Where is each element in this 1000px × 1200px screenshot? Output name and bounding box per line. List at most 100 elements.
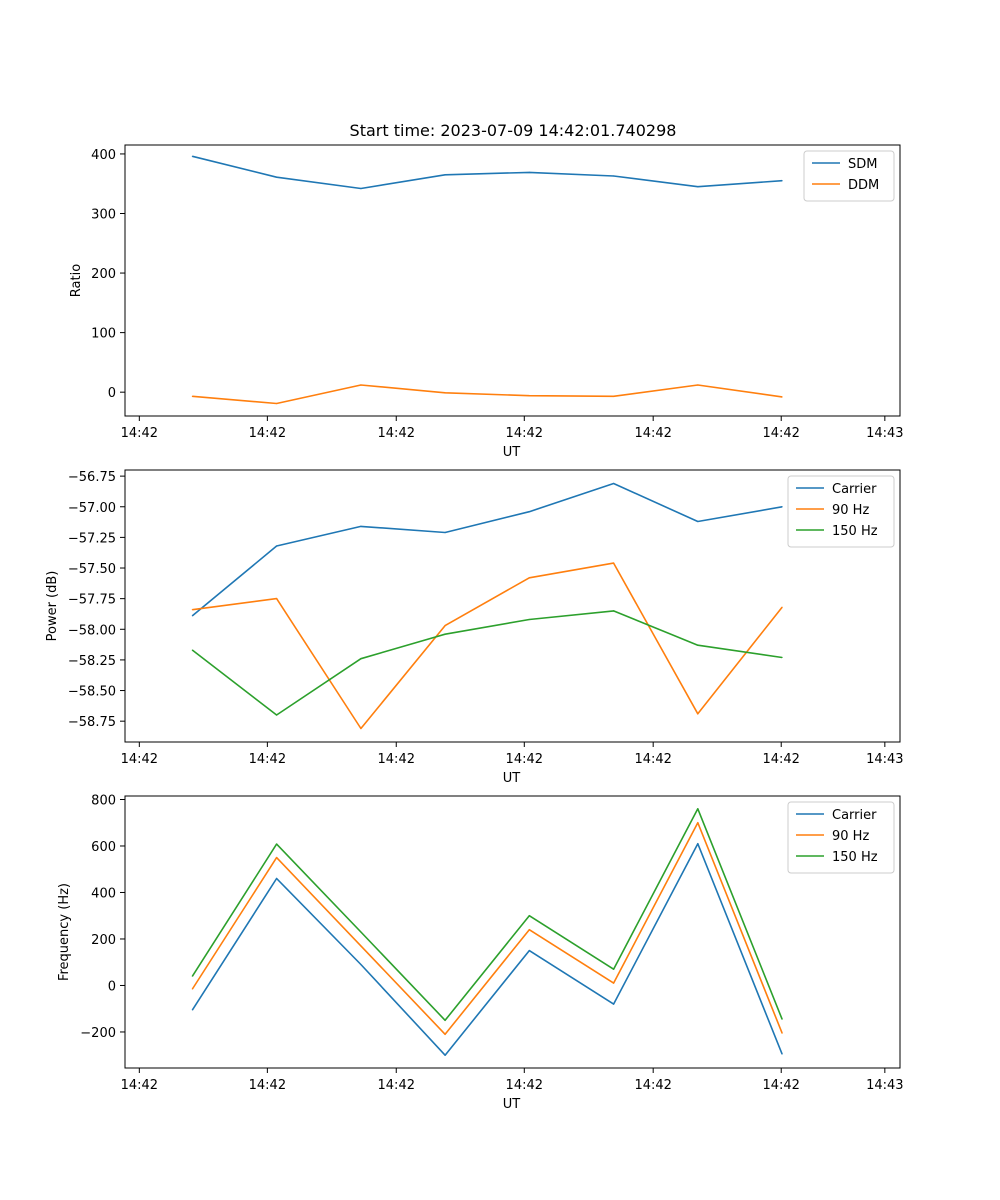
data-point-carrier — [697, 843, 699, 845]
series-line-150-hz — [191, 610, 783, 716]
data-point-carrier — [276, 545, 278, 547]
panel-power: 14:42 14:42 14:42 14:42 14:42 14:42 14:43 −58.7… — [45, 469, 904, 786]
data-point-carrier — [276, 877, 278, 880]
y-tick-label: −57.25 — [68, 531, 116, 546]
data-point-90-hz — [360, 945, 362, 947]
x-tick-label: 14:42 — [634, 426, 671, 441]
panel-ratio: 14:42 14:42 14:42 14:42 14:42 14:42 14:43 0 100 2… — [69, 144, 904, 460]
data-point-ddm — [697, 384, 699, 386]
x-tick-label: 14:42 — [762, 1078, 799, 1093]
y-tick-label: 0 — [108, 979, 116, 994]
x-tick-label: 14:42 — [249, 1078, 286, 1093]
data-point-sdm — [528, 171, 530, 173]
figure-title: Start time: 2023-07-09 14:42:01.740298 — [350, 121, 677, 140]
data-point-150-hz — [360, 931, 362, 933]
y-tick-label: 600 — [91, 840, 116, 855]
y-tick-label: −58.75 — [68, 715, 116, 730]
x-tick-label: 14:42 — [506, 426, 543, 441]
y-tick-label: 300 — [91, 207, 116, 222]
data-point-150-hz — [360, 658, 362, 660]
data-point-90-hz — [612, 982, 615, 984]
data-point-90-hz — [781, 606, 783, 608]
data-point-90-hz — [360, 727, 362, 730]
x-tick-label: 14:42 — [121, 1078, 158, 1093]
data-point-90-hz — [444, 625, 446, 627]
data-point-90-hz — [276, 598, 278, 600]
y-tick-label: 400 — [91, 148, 116, 163]
data-point-150-hz — [528, 618, 530, 621]
y-axis-label: Power (dB) — [45, 571, 60, 642]
series-line-90-hz — [192, 562, 783, 730]
series-line-90-hz — [191, 821, 783, 1036]
series-line-sdm — [192, 155, 783, 190]
x-tick-label: 14:42 — [378, 1078, 415, 1093]
data-point-carrier — [528, 949, 530, 952]
data-point-150-hz — [276, 843, 278, 845]
data-point-sdm — [276, 176, 278, 178]
x-axis-label: UT — [503, 1097, 521, 1112]
data-point-ddm — [191, 395, 193, 397]
legend-label-ddm: DDM — [848, 178, 879, 193]
panel-frequency: 14:42 14:42 14:42 14:42 14:42 14:42 14:43 −200 0… — [57, 793, 904, 1112]
data-point-150-hz — [612, 968, 615, 970]
data-point-carrier — [781, 1053, 783, 1055]
data-point-150-hz — [444, 1019, 446, 1021]
data-point-carrier — [781, 506, 783, 508]
y-tick-label: −58.00 — [68, 623, 116, 638]
x-tick-label: 14:43 — [866, 752, 903, 767]
data-point-90-hz — [528, 929, 530, 931]
series-line-carrier — [191, 842, 783, 1056]
data-point-150-hz — [781, 1018, 783, 1020]
y-tick-label: 800 — [91, 793, 116, 808]
series-line-carrier — [191, 482, 783, 617]
data-point-ddm — [781, 396, 783, 398]
x-axis-label: UT — [503, 771, 521, 786]
data-point-90-hz — [781, 1032, 783, 1034]
x-tick-label: 14:42 — [121, 426, 158, 441]
data-point-carrier — [612, 1003, 615, 1005]
data-point-ddm — [360, 384, 362, 386]
data-point-carrier — [697, 520, 699, 523]
data-point-150-hz — [276, 714, 278, 716]
data-point-ddm — [276, 402, 278, 405]
y-tick-label: 100 — [91, 327, 116, 342]
x-axis-label: UT — [503, 445, 521, 460]
data-point-sdm — [444, 174, 446, 176]
legend-label-sdm: SDM — [848, 157, 877, 172]
data-point-sdm — [781, 180, 783, 182]
y-tick-label: 0 — [108, 386, 116, 401]
x-tick-label: 14:43 — [866, 1078, 903, 1093]
data-point-carrier — [444, 1054, 446, 1056]
x-tick-label: 14:42 — [378, 426, 415, 441]
data-point-90-hz — [191, 609, 193, 611]
data-point-sdm — [191, 155, 193, 157]
data-point-150-hz — [444, 633, 446, 635]
y-tick-label: −57.00 — [68, 501, 116, 516]
y-tick-label: −56.75 — [68, 470, 116, 485]
data-point-sdm — [697, 186, 699, 188]
y-axis-label: Frequency (Hz) — [57, 883, 72, 981]
data-point-150-hz — [781, 656, 783, 659]
y-tick-label: −57.50 — [68, 562, 116, 577]
data-point-carrier — [528, 511, 530, 513]
plot-frame — [124, 795, 901, 1069]
data-point-sdm — [360, 187, 362, 190]
data-point-150-hz — [528, 915, 530, 917]
y-tick-label: −200 — [80, 1026, 116, 1041]
y-tick-label: 200 — [91, 933, 116, 948]
x-tick-label: 14:43 — [866, 426, 903, 441]
data-point-carrier — [191, 1009, 193, 1011]
y-tick-label: −58.50 — [68, 685, 116, 700]
data-point-150-hz — [697, 644, 699, 646]
y-tick-label: −58.25 — [68, 654, 116, 669]
data-point-ddm — [444, 392, 446, 394]
legend-label-90-hz: 90 Hz — [832, 503, 869, 518]
x-tick-label: 14:42 — [762, 426, 799, 441]
data-point-90-hz — [276, 857, 278, 859]
data-point-90-hz — [697, 822, 699, 824]
plot-frame — [124, 144, 901, 417]
x-tick-label: 14:42 — [249, 426, 286, 441]
data-point-90-hz — [528, 577, 530, 579]
series-line-150-hz — [191, 807, 783, 1022]
data-point-ddm — [528, 395, 530, 397]
